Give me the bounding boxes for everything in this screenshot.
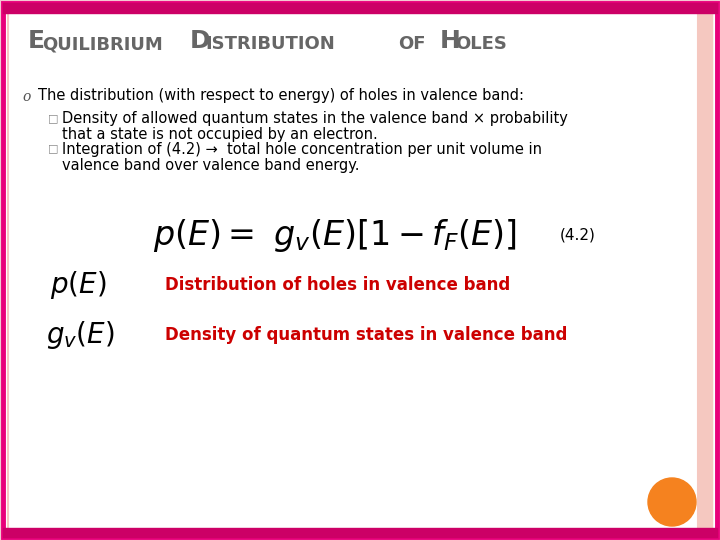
FancyBboxPatch shape (3, 3, 717, 537)
Text: OLES: OLES (455, 35, 507, 53)
Text: $p(E) = \ g_v(E)[1 - f_F(E)]$: $p(E) = \ g_v(E)[1 - f_F(E)]$ (153, 217, 517, 253)
Text: (4.2): (4.2) (560, 227, 596, 242)
Text: □: □ (48, 143, 58, 153)
Text: □: □ (48, 113, 58, 123)
Text: E: E (28, 29, 45, 53)
FancyBboxPatch shape (8, 8, 712, 532)
Circle shape (648, 478, 696, 526)
Text: OF: OF (398, 35, 426, 53)
Text: that a state is not occupied by an electron.: that a state is not occupied by an elect… (62, 127, 378, 142)
Text: The distribution (with respect to energy) of holes in valence band:: The distribution (with respect to energy… (38, 88, 524, 103)
Text: Density of allowed quantum states in the valence band × probability: Density of allowed quantum states in the… (62, 111, 568, 126)
Text: valence band over valence band energy.: valence band over valence band energy. (62, 158, 359, 173)
Text: $g_v(E)$: $g_v(E)$ (46, 319, 114, 351)
Bar (3, 528, 717, 537)
Text: H: H (440, 29, 461, 53)
Text: o: o (22, 90, 30, 104)
Text: Density of quantum states in valence band: Density of quantum states in valence ban… (165, 326, 567, 344)
Text: QUILIBRIUM: QUILIBRIUM (42, 35, 163, 53)
Bar (698, 8, 712, 532)
Text: Integration of (4.2) →  total hole concentration per unit volume in: Integration of (4.2) → total hole concen… (62, 142, 542, 157)
Text: Distribution of holes in valence band: Distribution of holes in valence band (165, 276, 510, 294)
Text: ISTRIBUTION: ISTRIBUTION (205, 35, 335, 53)
Text: D: D (190, 29, 211, 53)
Text: $p(E)$: $p(E)$ (50, 269, 107, 301)
Bar (3, 3, 717, 13)
